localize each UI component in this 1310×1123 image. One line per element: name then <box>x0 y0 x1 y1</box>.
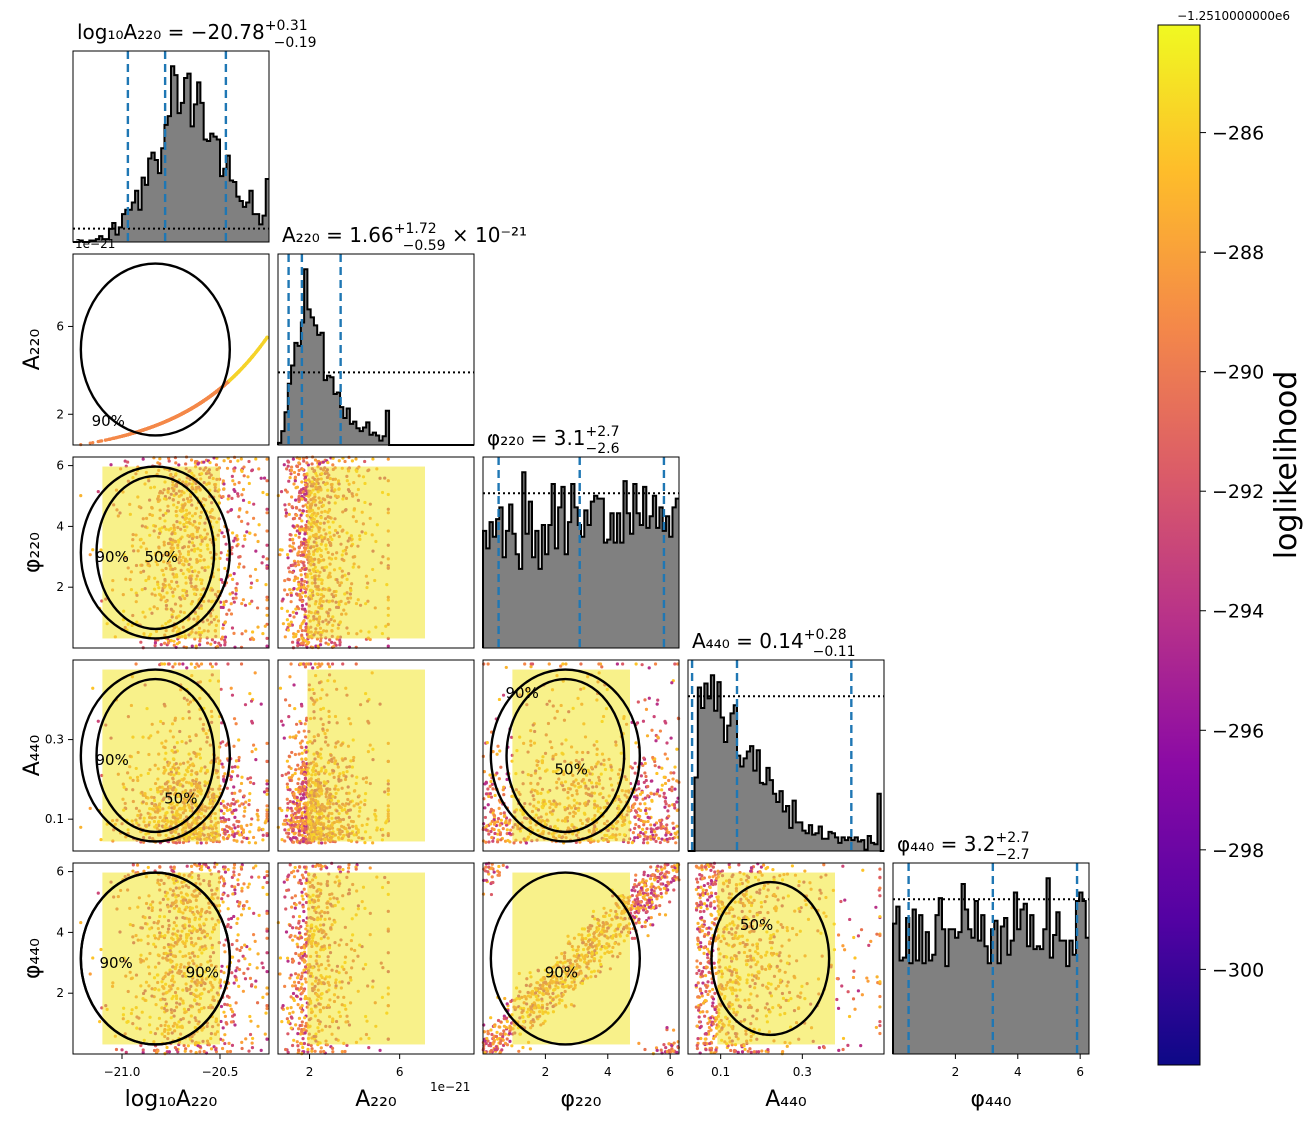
colorbar-tick-label-5: −296 <box>1212 720 1264 742</box>
x-tick-label-phi220-1: 4 <box>604 1065 612 1079</box>
y-axis-label-phi440: φ₄₄₀ <box>20 938 45 979</box>
panel-title-A440: A₄₄₀ = 0.14+0.28−0.11 <box>692 627 856 660</box>
colorbar-label: loglikelihood <box>1269 371 1304 560</box>
panel-title-phi220: φ₂₂₀ = 3.1+2.7−2.6 <box>487 424 620 457</box>
offset-label-top: 1e−21 <box>75 237 115 251</box>
y-tick-label-A440-1: 0.3 <box>45 733 64 747</box>
colorbar-offset-label: −1.2510000000e6 <box>1177 9 1290 23</box>
x-tick-label-A440-1: 0.3 <box>793 1065 812 1079</box>
colorbar-gradient <box>1158 25 1200 1065</box>
x-tick-label-A440-0: 0.1 <box>711 1065 730 1079</box>
y-axis-label-A220: A₂₂₀ <box>20 329 45 371</box>
y-tick-label-A440-0: 0.1 <box>45 812 64 826</box>
x-tick-label-A220-1: 6 <box>396 1065 404 1079</box>
panel-title-logA220: log₁₀A₂₂₀ = −20.78+0.31−0.19 <box>77 18 317 51</box>
x-tick-label-phi220-2: 6 <box>666 1065 674 1079</box>
y-axis-label-phi220: φ₂₂₀ <box>20 532 45 573</box>
x-tick-label-phi440-2: 6 <box>1076 1065 1084 1079</box>
colorbar-tick-label-7: −300 <box>1212 959 1264 981</box>
contour-label-1: 90% <box>96 548 129 566</box>
contour-label-9: 90% <box>545 964 578 982</box>
y-tick-label-phi220-1: 4 <box>56 519 64 533</box>
x-axis-label-phi220: φ₂₂₀ <box>561 1087 602 1112</box>
density-core-A220-vs-A440 <box>307 670 425 842</box>
x-tick-label-phi440-0: 2 <box>952 1065 960 1079</box>
y-tick-label-phi220-2: 6 <box>56 459 64 473</box>
y-tick-label-phi440-0: 2 <box>56 986 64 1000</box>
x-axis-label-A220: A₂₂₀ <box>355 1087 397 1112</box>
x-axis-label-phi440: φ₄₄₀ <box>971 1087 1012 1112</box>
y-tick-label-A220-1: 6 <box>56 319 64 333</box>
contour-label-6: 90% <box>186 964 219 982</box>
x-tick-label-phi220-0: 2 <box>542 1065 550 1079</box>
panel-title-phi440: φ₄₄₀ = 3.2+2.7−2.7 <box>897 830 1030 863</box>
colorbar-tick-label-6: −298 <box>1212 840 1264 862</box>
x-tick-label-A220-0: 2 <box>306 1065 314 1079</box>
contour-label-8: 90% <box>506 684 539 702</box>
colorbar-tick-label-1: −288 <box>1212 242 1264 264</box>
x-tick-label-logA220-1: −20.5 <box>202 1065 239 1079</box>
contour-label-10: 50% <box>740 916 773 934</box>
x-axis-label-A440: A₄₄₀ <box>765 1087 807 1112</box>
colorbar: −286 −288 −290 −292 −294 −296 −298 −300 −1.25100… <box>1158 9 1304 1065</box>
y-tick-label-phi440-2: 6 <box>56 865 64 879</box>
x-tick-label-logA220-0: −21.0 <box>104 1065 141 1079</box>
x-tick-label-phi440-1: 4 <box>1014 1065 1022 1079</box>
density-core-phi220-vs-phi440 <box>512 873 630 1045</box>
colorbar-tick-label-0: −286 <box>1212 123 1264 145</box>
offset-label-bottom: 1e−21 <box>430 1080 470 1094</box>
y-axis-label-A440: A₄₄₀ <box>20 735 45 777</box>
colorbar-tick-label-3: −292 <box>1212 481 1264 503</box>
y-tick-label-A220-0: 2 <box>56 407 64 421</box>
density-core-A220-vs-phi440 <box>307 873 425 1045</box>
y-tick-label-phi220-0: 2 <box>56 580 64 594</box>
contour-label-0: 90% <box>92 412 125 430</box>
contour-label-7: 50% <box>555 761 588 779</box>
y-tick-label-phi440-1: 4 <box>56 925 64 939</box>
panel-title-A220: A₂₂₀ = 1.66+1.72−0.59 × 10⁻²¹ <box>282 221 527 254</box>
contour-label-5: 90% <box>99 954 132 972</box>
contour-label-3: 90% <box>96 751 129 769</box>
x-axis-label-logA220: log₁₀A₂₂₀ <box>125 1087 218 1112</box>
contour-label-2: 50% <box>145 548 178 566</box>
colorbar-tick-label-4: −294 <box>1212 601 1264 623</box>
contour-label-4: 50% <box>164 789 197 807</box>
colorbar-tick-label-2: −290 <box>1212 362 1264 384</box>
density-core-A220-vs-phi220 <box>307 467 425 639</box>
